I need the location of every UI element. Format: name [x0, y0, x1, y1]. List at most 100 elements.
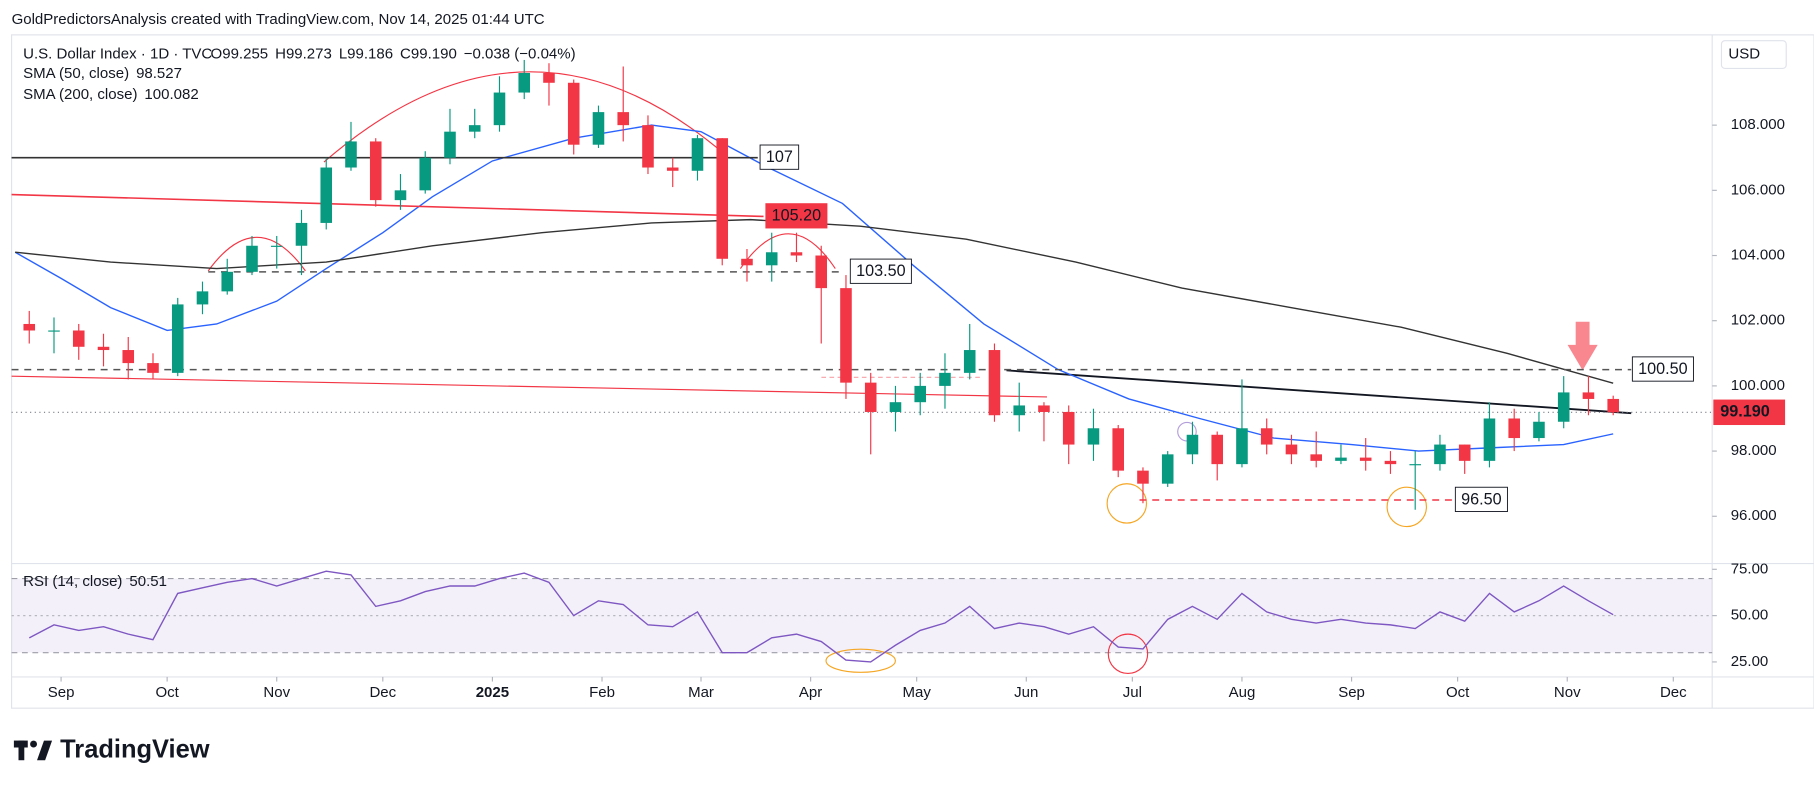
last-price-label: 99.190	[1720, 403, 1770, 421]
candle-body	[543, 72, 555, 83]
credit: GoldPredictorsAnalysis created with Trad…	[12, 11, 545, 28]
x-tick-label: Jun	[1014, 684, 1038, 701]
candle-body	[1013, 405, 1026, 416]
candle-body	[493, 92, 506, 126]
x-tick-label: Sep	[1338, 684, 1365, 701]
ohlc-value: H99.273	[275, 46, 332, 63]
level-label-box	[849, 258, 912, 284]
candle-body	[369, 141, 382, 201]
candle-body	[716, 138, 729, 259]
legend-value: 98.527	[136, 65, 182, 82]
candle-body	[988, 350, 1001, 416]
legend-entry: SMA (200, close)	[23, 86, 137, 103]
candle-body	[840, 288, 852, 383]
sma-line	[14, 124, 1614, 452]
level-label-box	[759, 144, 800, 170]
candle-body	[963, 350, 976, 373]
candle-body	[1186, 434, 1199, 455]
x-tick-label: Jul	[1123, 684, 1142, 701]
circle-marker	[1107, 633, 1149, 675]
rsi-line	[28, 570, 1614, 663]
level-label: 103.50	[856, 262, 906, 280]
ohlc-value: C99.190	[400, 46, 457, 63]
candle-body	[1137, 470, 1149, 484]
candle-body	[270, 245, 283, 247]
ohlc-value: L99.186	[339, 46, 393, 63]
arc	[207, 236, 306, 272]
candle-body	[48, 330, 60, 332]
y-tick-label: 106.000	[1731, 181, 1785, 198]
candle-body	[419, 157, 432, 191]
candle-body	[1335, 457, 1347, 461]
candle-body	[1458, 444, 1471, 461]
last-price-box	[1713, 399, 1786, 426]
trend-line	[1006, 369, 1632, 415]
candle-body	[295, 222, 308, 246]
candle-body	[1161, 454, 1174, 484]
candle-body	[765, 252, 778, 266]
candle-body	[518, 72, 531, 93]
candle-body	[1409, 464, 1421, 466]
candle-body	[914, 385, 927, 403]
candle-body	[97, 346, 110, 351]
candle-body	[691, 138, 704, 171]
candle-body	[1211, 434, 1223, 465]
chart-border	[10, 34, 1814, 709]
level-label: 107	[766, 148, 793, 166]
ellipse-marker	[825, 648, 897, 673]
candle-body	[592, 112, 605, 145]
candle-body	[1483, 418, 1496, 461]
level-label-box	[1454, 486, 1508, 513]
legend: U.S. Dollar Index · 1D · TVC SMA (50, cl…	[23, 46, 212, 591]
candle-body	[567, 82, 580, 145]
ohlc-value: O99.255	[211, 46, 269, 63]
trend-line	[11, 375, 1047, 398]
candles	[23, 59, 1619, 510]
candle-body	[1062, 411, 1075, 445]
x-tick-label: Oct	[155, 684, 179, 701]
candle-body	[1434, 444, 1446, 465]
y-tick-label: 50.00	[1731, 607, 1769, 624]
x-tick-label: Nov	[1554, 684, 1581, 701]
candle-body	[790, 252, 803, 256]
y-tick-label: 98.000	[1731, 442, 1777, 459]
logo-part	[37, 740, 53, 761]
level-label: 100.50	[1638, 360, 1688, 378]
y-tick-label: 104.000	[1731, 246, 1785, 263]
level-line	[11, 193, 764, 218]
circle-marker	[1106, 483, 1148, 524]
candle-body	[1038, 405, 1050, 412]
level-label: 105.20	[772, 207, 822, 225]
ohlc-value: −0.038 (−0.04%)	[464, 46, 576, 63]
candle-body	[666, 167, 679, 171]
x-tick-label: Sep	[48, 684, 75, 701]
x-tick-label: Dec	[1660, 684, 1687, 701]
candle-body	[1557, 392, 1570, 422]
legend-entry: SMA (50, close)	[23, 65, 129, 82]
candle-body	[1582, 392, 1595, 399]
legend-value: 50.51	[129, 573, 167, 590]
candle-body	[1260, 428, 1273, 445]
y-tick-label: 108.000	[1731, 116, 1785, 133]
candle-body	[246, 245, 258, 272]
candle-body	[939, 372, 951, 386]
candle-body	[444, 131, 456, 158]
candle-body	[1285, 444, 1298, 455]
arc	[323, 71, 724, 163]
candle-body	[345, 141, 357, 168]
arc	[739, 233, 836, 269]
candle-body	[1384, 460, 1397, 465]
y-tick-label: 96.000	[1731, 507, 1777, 524]
candle-body	[1087, 428, 1100, 445]
candle-body	[394, 190, 407, 201]
logo-part	[18, 740, 25, 761]
candle-body	[196, 291, 209, 305]
candle-body	[320, 167, 333, 223]
frame	[10, 34, 1814, 709]
y-tick-label: 102.000	[1731, 312, 1785, 329]
x-tick-label: Oct	[1446, 684, 1470, 701]
candle-body	[1607, 398, 1619, 413]
candle-body	[642, 125, 654, 168]
currency: USD	[1728, 46, 1760, 63]
